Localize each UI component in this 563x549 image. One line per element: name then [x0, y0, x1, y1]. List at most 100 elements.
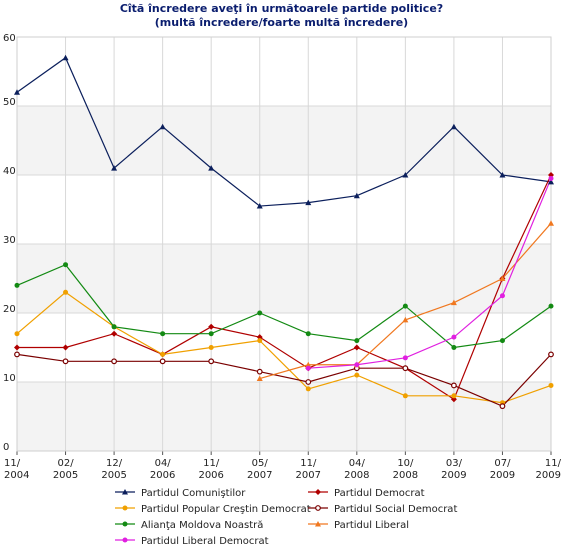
data-point-alianta-moldova-noastra — [548, 303, 554, 309]
data-point-partidul-social-democrat — [402, 365, 409, 372]
x-tick-label: 11/ — [300, 458, 317, 469]
x-tick-label: 2005 — [53, 470, 78, 481]
data-point-partidul-social-democrat — [256, 368, 263, 375]
data-point-partidul-comunistilor — [450, 123, 457, 130]
legend-swatch-marker — [122, 505, 128, 511]
data-point-partidul-social-democrat — [451, 382, 457, 389]
x-tick-label: 2008 — [344, 470, 369, 481]
legend-swatch-marker — [315, 505, 321, 511]
data-point-partidul-social-democrat — [548, 351, 554, 358]
legend-item: Partidul Liberal — [308, 520, 409, 531]
x-tick-label: 04/ — [349, 458, 366, 469]
series-line-partidul-popular-crestin-democrat — [16, 291, 552, 404]
data-point-alianta-moldova-noastra — [451, 345, 457, 350]
legend-item: Partidul Social Democrat — [308, 504, 457, 515]
series-line-partidul-social-democrat — [16, 353, 552, 407]
x-tick-label: 2009 — [536, 470, 561, 481]
data-point-alianta-moldova-noastra — [208, 331, 214, 337]
data-point-partidul-popular-crestin-democrat — [354, 372, 360, 378]
data-point-partidul-liberal-democrat — [305, 365, 311, 371]
x-tick-label: 11/ — [4, 458, 21, 469]
data-point-partidul-comunistilor — [499, 172, 506, 178]
series-line-partidul-liberal-democrat — [308, 178, 552, 369]
y-tick-label: 0 — [3, 442, 9, 453]
data-point-partidul-liberal — [402, 316, 409, 323]
data-point-partidul-popular-crestin-democrat — [208, 345, 214, 350]
plot-band — [17, 382, 551, 451]
legend-swatch-marker — [122, 537, 128, 543]
x-tick-label: 11/ — [203, 458, 220, 469]
data-point-partidul-popular-crestin-democrat — [305, 386, 311, 392]
data-point-alianta-moldova-noastra — [14, 282, 20, 288]
data-point-partidul-social-democrat — [208, 358, 215, 365]
data-point-partidul-popular-crestin-democrat — [451, 393, 457, 399]
legend-item: Partidul Liberal Democrat — [115, 536, 269, 547]
data-point-partidul-popular-crestin-democrat — [63, 289, 69, 295]
data-point-partidul-liberal — [499, 275, 506, 281]
legend-swatch-marker — [315, 489, 321, 495]
x-tick-label: 2005 — [101, 470, 126, 481]
data-point-partidul-social-democrat — [14, 351, 20, 358]
y-tick-label: 60 — [3, 33, 16, 44]
data-point-partidul-popular-crestin-democrat — [402, 393, 408, 399]
data-point-partidul-liberal — [548, 220, 554, 226]
data-point-partidul-comunistilor — [402, 172, 409, 178]
data-point-partidul-social-democrat — [499, 403, 506, 410]
data-point-alianta-moldova-noastra — [257, 310, 263, 316]
data-point-partidul-comunistilor — [62, 54, 69, 61]
data-point-partidul-liberal-democrat — [548, 175, 554, 181]
series-line-alianta-moldova-noastra — [16, 263, 552, 349]
data-point-partidul-democrat — [353, 344, 360, 351]
data-point-alianta-moldova-noastra — [160, 331, 166, 337]
legend-label: Partidul Liberal Democrat — [141, 536, 269, 547]
legend-label: Partidul Liberal — [334, 520, 409, 531]
data-point-alianta-moldova-noastra — [111, 324, 117, 330]
y-tick-label: 50 — [3, 97, 16, 108]
legend-item: Alianţa Moldova Noastră — [115, 520, 263, 531]
data-point-partidul-popular-crestin-democrat — [160, 351, 166, 357]
data-point-partidul-liberal — [256, 375, 263, 382]
y-tick-label: 40 — [3, 166, 16, 177]
x-tick-label: 2007 — [247, 470, 272, 481]
x-tick-label: 03/ — [446, 458, 463, 469]
series-line-partidul-comunistilor — [16, 56, 552, 207]
data-point-alianta-moldova-noastra — [354, 338, 360, 344]
x-tick-label: 2004 — [4, 470, 29, 481]
legend-label: Alianţa Moldova Noastră — [141, 520, 263, 531]
data-point-partidul-comunistilor — [256, 203, 263, 209]
chart-title-block: Cîtă încredere aveţi în următoarele part… — [0, 2, 563, 30]
legend-label: Partidul Democrat — [334, 488, 425, 499]
data-point-partidul-comunistilor — [548, 178, 554, 185]
data-point-partidul-comunistilor — [353, 192, 360, 199]
x-tick-label: 07/ — [494, 458, 511, 469]
legend-item: Partidul Democrat — [308, 488, 425, 499]
data-point-partidul-liberal-democrat — [354, 362, 360, 368]
data-point-partidul-democrat — [14, 344, 20, 351]
data-point-partidul-liberal-democrat — [402, 355, 408, 361]
y-tick-label: 20 — [3, 304, 16, 315]
data-point-alianta-moldova-noastra — [499, 338, 505, 344]
chart-title: Cîtă încredere aveţi în următoarele part… — [119, 2, 444, 15]
series-line-partidul-democrat — [17, 174, 552, 401]
data-point-partidul-social-democrat — [305, 379, 312, 385]
legend-item: Partidul Popular Creştin Democrat — [115, 504, 311, 515]
data-point-partidul-liberal-democrat — [499, 293, 505, 299]
x-tick-label: 04/ — [155, 458, 172, 469]
y-tick-label: 10 — [3, 373, 16, 384]
x-tick-label: 12/ — [106, 458, 123, 469]
data-point-partidul-liberal — [450, 299, 457, 306]
x-axis-ticks: 11/200402/200512/200504/200611/200605/20… — [4, 458, 562, 481]
data-point-partidul-comunistilor — [159, 123, 166, 130]
y-tick-label: 30 — [3, 235, 16, 246]
data-point-partidul-popular-crestin-democrat — [257, 338, 263, 344]
legend-label: Partidul Comuniştilor — [141, 488, 246, 499]
legend-swatch-marker — [122, 521, 128, 527]
data-point-partidul-comunistilor — [111, 165, 118, 171]
legend-label: Partidul Popular Creştin Democrat — [141, 504, 311, 515]
data-point-partidul-comunistilor — [208, 165, 215, 171]
x-tick-label: 2008 — [393, 470, 418, 481]
legend-item: Partidul Comuniştilor — [115, 488, 246, 499]
data-point-partidul-democrat — [62, 344, 69, 351]
x-tick-label: 2009 — [490, 470, 515, 481]
